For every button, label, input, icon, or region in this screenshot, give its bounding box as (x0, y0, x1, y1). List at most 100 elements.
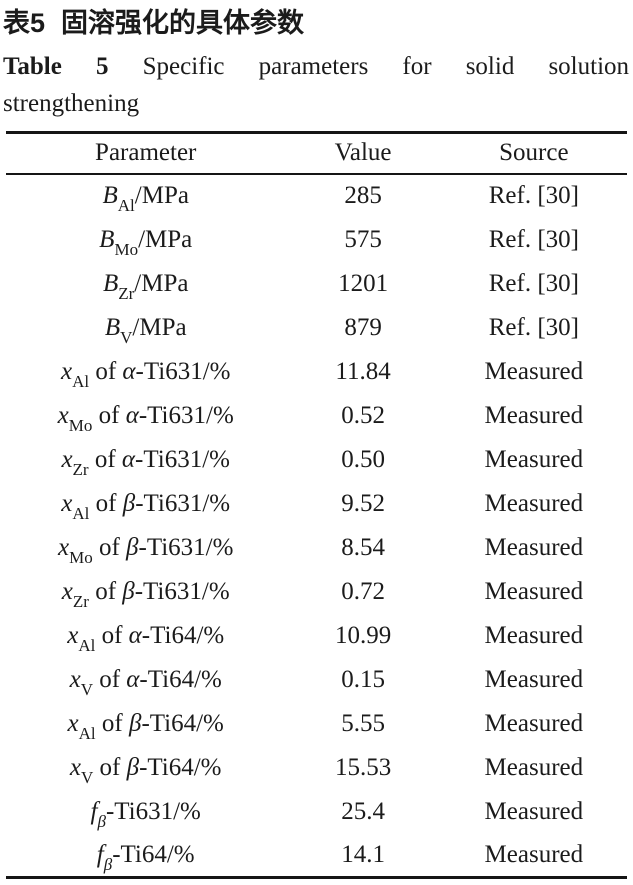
col-header-source: Source (499, 139, 569, 167)
value-cell: 0.50 (341, 445, 385, 473)
table-row: xAl of β-Ti631/% 9.52 Measured (6, 482, 627, 526)
parameter-cell: xAl of β-Ti64/% (6, 702, 285, 746)
parameter-cell: BZr/MPa (6, 262, 285, 306)
table-row: fβ-Ti631/% 25.4 Measured (6, 790, 627, 834)
parameter-symbol: f (90, 797, 98, 825)
parameter-connector: of (95, 709, 129, 737)
table-caption-zh-title: 固溶强化的具体参数 (61, 8, 305, 38)
parameter-rest: -Ti64/% (139, 753, 222, 781)
table-caption-en: Table 5 Specific parameters for solid so… (0, 48, 633, 122)
parameter-symbol: x (57, 533, 70, 561)
source-cell: Measured (484, 533, 584, 561)
parameter-symbol: B (102, 182, 118, 209)
parameter-rest: -Ti631/% (134, 577, 230, 605)
source-cell: Ref. [30] (488, 182, 579, 209)
parameter-subscript: Zr (118, 283, 135, 303)
table-row: xAl of α-Ti631/% 11.84 Measured (6, 350, 627, 394)
table-caption-en-line1: Table 5 Specific parameters for solid so… (3, 48, 629, 85)
source-cell: Ref. [30] (488, 225, 579, 253)
value-cell: 5.55 (341, 709, 385, 737)
source-cell: Measured (484, 357, 584, 385)
parameter-cell: xZr of α-Ti631/% (6, 438, 285, 482)
value-cell: 9.52 (341, 489, 385, 517)
table-row: xZr of α-Ti631/% 0.50 Measured (6, 438, 627, 482)
table-row: xMo of β-Ti631/% 8.54 Measured (6, 526, 627, 570)
parameter-rest: -Ti64/% (139, 665, 222, 693)
parameter-rest: -Ti631/% (138, 401, 234, 429)
parameter-cell: xAl of β-Ti631/% (6, 482, 285, 526)
table-row: xV of β-Ti64/% 15.53 Measured (6, 746, 627, 790)
parameter-subscript-greek: β (103, 854, 113, 874)
parameter-cell: BV/MPa (6, 306, 285, 350)
col-header-value: Value (334, 139, 392, 167)
phase-symbol: β (126, 753, 140, 781)
table-row: BV/MPa 879 Ref. [30] (6, 306, 627, 350)
source-cell: Measured (484, 797, 584, 825)
value-cell: 11.84 (335, 357, 391, 385)
source-cell: Measured (484, 489, 584, 517)
parameter-symbol: x (57, 401, 69, 429)
col-header-parameter: Parameter (95, 139, 197, 167)
phase-symbol: α (128, 621, 142, 649)
value-cell: 15.53 (334, 753, 392, 781)
parameter-subscript: Al (72, 371, 90, 391)
parameter-cell: xAl of α-Ti631/% (6, 350, 285, 394)
parameter-rest: /MPa (138, 225, 193, 253)
value-cell: 25.4 (341, 797, 385, 825)
source-cell: Measured (484, 577, 584, 605)
value-cell: 879 (344, 313, 382, 341)
parameter-cell: BMo/MPa (6, 218, 285, 262)
parameter-symbol: x (67, 621, 79, 649)
table-row: BZr/MPa 1201 Ref. [30] (6, 262, 627, 306)
parameter-symbol: f (96, 840, 104, 868)
parameter-connector: of (95, 621, 129, 649)
parameter-subscript: Mo (114, 239, 139, 259)
table-body: BAl/MPa 285 Ref. [30] BMo/MPa 575 Ref. [… (6, 174, 627, 878)
parameter-subscript: Mo (68, 415, 93, 435)
parameter-subscript: Al (117, 196, 135, 215)
parameter-rest: -Ti631/% (105, 797, 201, 825)
table-row: xMo of α-Ti631/% 0.52 Measured (6, 394, 627, 438)
parameter-cell: BAl/MPa (6, 174, 285, 218)
parameter-subscript: V (81, 767, 94, 787)
parameter-cell: xZr of β-Ti631/% (6, 570, 285, 614)
value-cell: 0.15 (341, 665, 385, 693)
value-cell: 285 (344, 182, 382, 209)
table-row: xV of α-Ti64/% 0.15 Measured (6, 658, 627, 702)
phase-symbol: α (126, 665, 140, 693)
phase-symbol: α (125, 401, 139, 429)
parameter-symbol: x (61, 489, 73, 517)
table-row: xAl of β-Ti64/% 5.55 Measured (6, 702, 627, 746)
phase-symbol: β (122, 489, 136, 517)
source-cell: Measured (484, 709, 584, 737)
parameter-subscript: Zr (72, 591, 89, 611)
parameter-cell: xMo of α-Ti631/% (6, 394, 285, 438)
parameter-symbol: x (61, 445, 73, 473)
source-cell: Ref. [30] (488, 269, 579, 297)
parameter-rest: -Ti64/% (141, 709, 224, 737)
source-cell: Measured (484, 401, 584, 429)
phase-symbol: α (122, 357, 136, 385)
parameter-connector: of (89, 357, 123, 385)
parameter-cell: fβ-Ti631/% (6, 790, 285, 834)
table-caption-en-label: Table 5 (3, 53, 109, 80)
table-row: xZr of β-Ti631/% 0.72 Measured (6, 570, 627, 614)
source-cell: Ref. [30] (488, 313, 579, 341)
parameter-connector: of (89, 489, 123, 517)
table-header-row: Parameter Value Source (6, 133, 627, 174)
parameter-connector: of (92, 533, 127, 561)
parameter-symbol: x (60, 357, 73, 385)
table-row: BAl/MPa 285 Ref. [30] (6, 174, 627, 218)
table-row: xAl of α-Ti64/% 10.99 Measured (6, 614, 627, 658)
table-row: fβ-Ti64/% 14.1 Measured (6, 834, 627, 878)
parameter-rest: -Ti64/% (112, 840, 195, 868)
parameter-symbol: B (99, 225, 115, 253)
parameter-subscript-greek: β (97, 811, 106, 831)
parameter-symbol: B (102, 269, 119, 297)
table-caption-en-title: Specific parameters for solid solution (142, 53, 630, 80)
parameter-rest: /MPa (132, 313, 187, 341)
source-cell: Measured (484, 621, 584, 649)
parameter-connector: of (93, 753, 127, 781)
source-cell: Measured (484, 445, 584, 473)
